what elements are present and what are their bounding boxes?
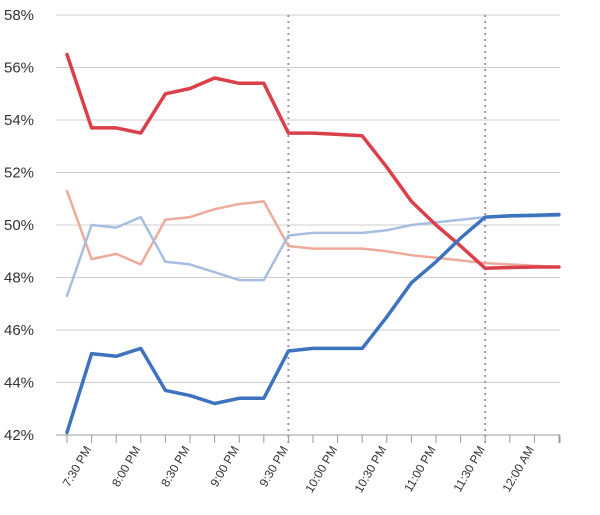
y-tick-label: 46% — [4, 322, 34, 339]
series-lines — [65, 52, 561, 435]
x-tick-label: 8:00 PM — [109, 444, 143, 490]
y-tick-label: 48% — [4, 270, 34, 287]
y-tick-label: 58% — [4, 7, 34, 24]
series-line — [65, 52, 561, 271]
x-tick-label: 9:00 PM — [207, 444, 241, 490]
x-tick-label: 12:00 AM — [500, 443, 537, 494]
x-tick-label: 7:30 PM — [60, 444, 94, 490]
x-tick-label: 8:30 PM — [158, 444, 192, 490]
gridlines — [56, 14, 560, 436]
y-axis: 42% 44% 46% 48% 50% 52% 54% 56% 58% — [4, 7, 34, 444]
x-tick-label: 10:00 PM — [302, 444, 340, 495]
series-line — [65, 214, 561, 298]
y-tick-label: 54% — [4, 112, 34, 129]
x-tick-label: 11:00 PM — [401, 444, 438, 495]
y-tick-label: 44% — [4, 375, 34, 392]
x-tick-label: 11:30 PM — [450, 444, 487, 495]
x-tick-label: 9:30 PM — [257, 444, 291, 490]
x-tick-label: 10:30 PM — [352, 444, 390, 495]
y-tick-label: 42% — [4, 427, 34, 444]
series-line — [65, 212, 561, 435]
x-axis: 7:30 PM 8:00 PM 8:30 PM 9:00 PM 9:30 PM 10:00… — [60, 435, 561, 495]
y-tick-label: 56% — [4, 60, 34, 77]
y-tick-label: 52% — [4, 165, 34, 182]
y-tick-label: 50% — [4, 217, 34, 234]
